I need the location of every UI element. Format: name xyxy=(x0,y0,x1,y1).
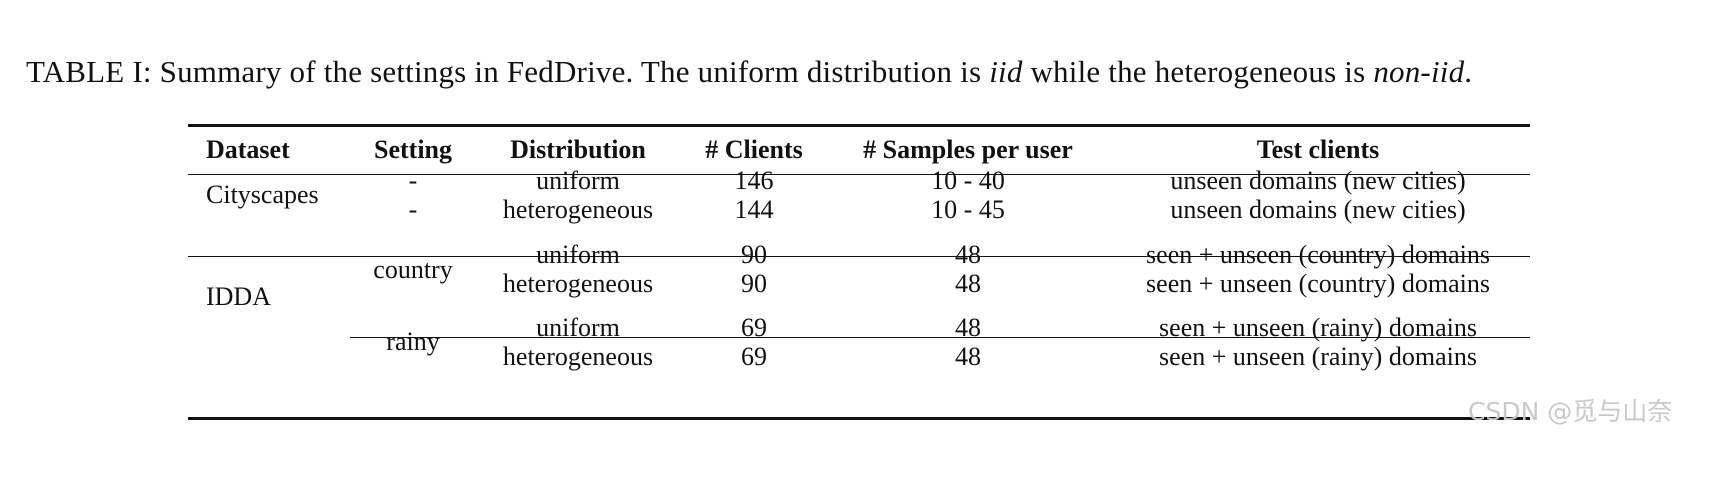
settings-table: Dataset Setting Distribution # Clients #… xyxy=(188,124,1530,420)
test-clients-cell: seen + unseen (rainy) domains xyxy=(1159,313,1477,342)
dataset-idda: IDDA xyxy=(206,282,271,311)
table-caption: TABLE I: Summary of the settings in FedD… xyxy=(26,52,1472,92)
distribution-cell: heterogeneous xyxy=(502,269,654,298)
setting-country: country xyxy=(373,255,453,284)
header-setting: Setting xyxy=(374,135,452,164)
test-clients-cell: unseen domains (new cities) xyxy=(1170,166,1466,195)
setting-cell: - xyxy=(408,195,418,224)
setting-rainy: rainy xyxy=(386,327,440,356)
test-clients-cell: seen + unseen (rainy) domains xyxy=(1159,342,1477,371)
caption-noniid: non-iid xyxy=(1373,54,1465,89)
header-rule xyxy=(188,174,1530,175)
samples-cell: 48 xyxy=(955,342,981,371)
caption-suffix: . xyxy=(1464,54,1473,89)
distribution-cell: heterogeneous xyxy=(502,342,654,371)
caption-middle: while the heterogeneous is xyxy=(1022,54,1374,89)
distribution-cell: uniform xyxy=(536,240,620,269)
samples-cell: 48 xyxy=(955,313,981,342)
setting-separator-rule xyxy=(350,337,1530,338)
clients-cell: 144 xyxy=(734,195,774,224)
clients-cell: 69 xyxy=(741,313,767,342)
header-samples: # Samples per user xyxy=(863,135,1073,164)
header-test-clients: Test clients xyxy=(1256,135,1380,164)
clients-cell: 69 xyxy=(741,342,767,371)
samples-cell: 48 xyxy=(955,269,981,298)
dataset-separator-rule xyxy=(188,256,1530,257)
test-clients-cell: unseen domains (new cities) xyxy=(1170,195,1466,224)
caption-prefix: TABLE I: Summary of the settings in FedD… xyxy=(26,54,990,89)
setting-cell: - xyxy=(408,166,418,195)
caption-iid: iid xyxy=(989,54,1023,89)
clients-cell: 90 xyxy=(741,269,767,298)
clients-cell: 90 xyxy=(741,240,767,269)
test-clients-cell: seen + unseen (country) domains xyxy=(1146,240,1490,269)
samples-cell: 10 - 45 xyxy=(931,195,1005,224)
clients-cell: 146 xyxy=(734,166,774,195)
header-clients: # Clients xyxy=(705,135,803,164)
samples-cell: 48 xyxy=(955,240,981,269)
samples-cell: 10 - 40 xyxy=(931,166,1005,195)
header-distribution: Distribution xyxy=(510,135,646,164)
watermark: CSDN @觅与山奈 xyxy=(1468,397,1673,426)
test-clients-cell: seen + unseen (country) domains xyxy=(1146,269,1490,298)
header-dataset: Dataset xyxy=(206,135,290,164)
bottom-rule xyxy=(188,417,1530,420)
distribution-cell: uniform xyxy=(536,166,620,195)
dataset-cityscapes: Cityscapes xyxy=(206,180,319,209)
distribution-cell: uniform xyxy=(536,313,620,342)
distribution-cell: heterogeneous xyxy=(502,195,654,224)
top-rule xyxy=(188,124,1530,127)
